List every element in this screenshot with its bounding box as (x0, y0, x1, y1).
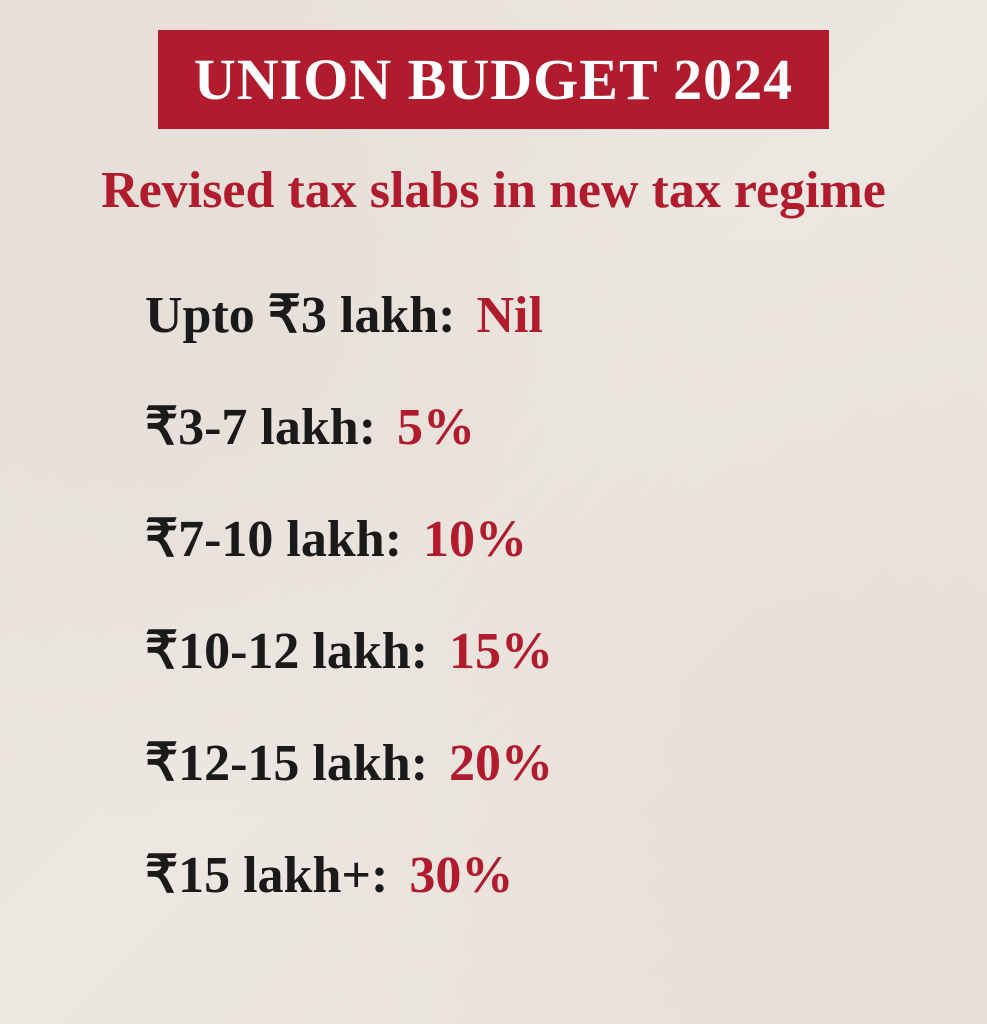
slab-rate-value: 30% (409, 847, 513, 904)
slab-rate-value: 15% (449, 623, 553, 680)
slab-item: ₹15 lakh+: 30% (145, 845, 987, 905)
slab-item: ₹10-12 lakh: 15% (145, 621, 987, 681)
slab-item: Upto ₹3 lakh: Nil (145, 285, 987, 345)
slab-item: ₹3-7 lakh: 5% (145, 397, 987, 457)
slab-range-label: ₹10-12 lakh: (145, 623, 428, 680)
slab-range-label: ₹3-7 lakh: (145, 399, 376, 456)
infographic-container: UNION BUDGET 2024 Revised tax slabs in n… (0, 0, 987, 905)
slab-rate-value: Nil (476, 287, 542, 344)
slab-item: ₹12-15 lakh: 20% (145, 733, 987, 793)
slab-item: ₹7-10 lakh: 10% (145, 509, 987, 569)
slab-range-label: ₹12-15 lakh: (145, 735, 428, 792)
subtitle-text: Revised tax slabs in new tax regime (0, 161, 987, 220)
slab-rate-value: 20% (449, 735, 553, 792)
slab-range-label: ₹7-10 lakh: (145, 511, 402, 568)
slab-rate-value: 10% (423, 511, 527, 568)
slab-rate-value: 5% (397, 399, 475, 456)
slab-range-label: ₹15 lakh+: (145, 847, 388, 904)
slab-range-label: Upto ₹3 lakh: (145, 287, 455, 344)
tax-slabs-list: Upto ₹3 lakh: Nil ₹3-7 lakh: 5% ₹7-10 la… (0, 285, 987, 905)
title-banner: UNION BUDGET 2024 (158, 30, 829, 129)
